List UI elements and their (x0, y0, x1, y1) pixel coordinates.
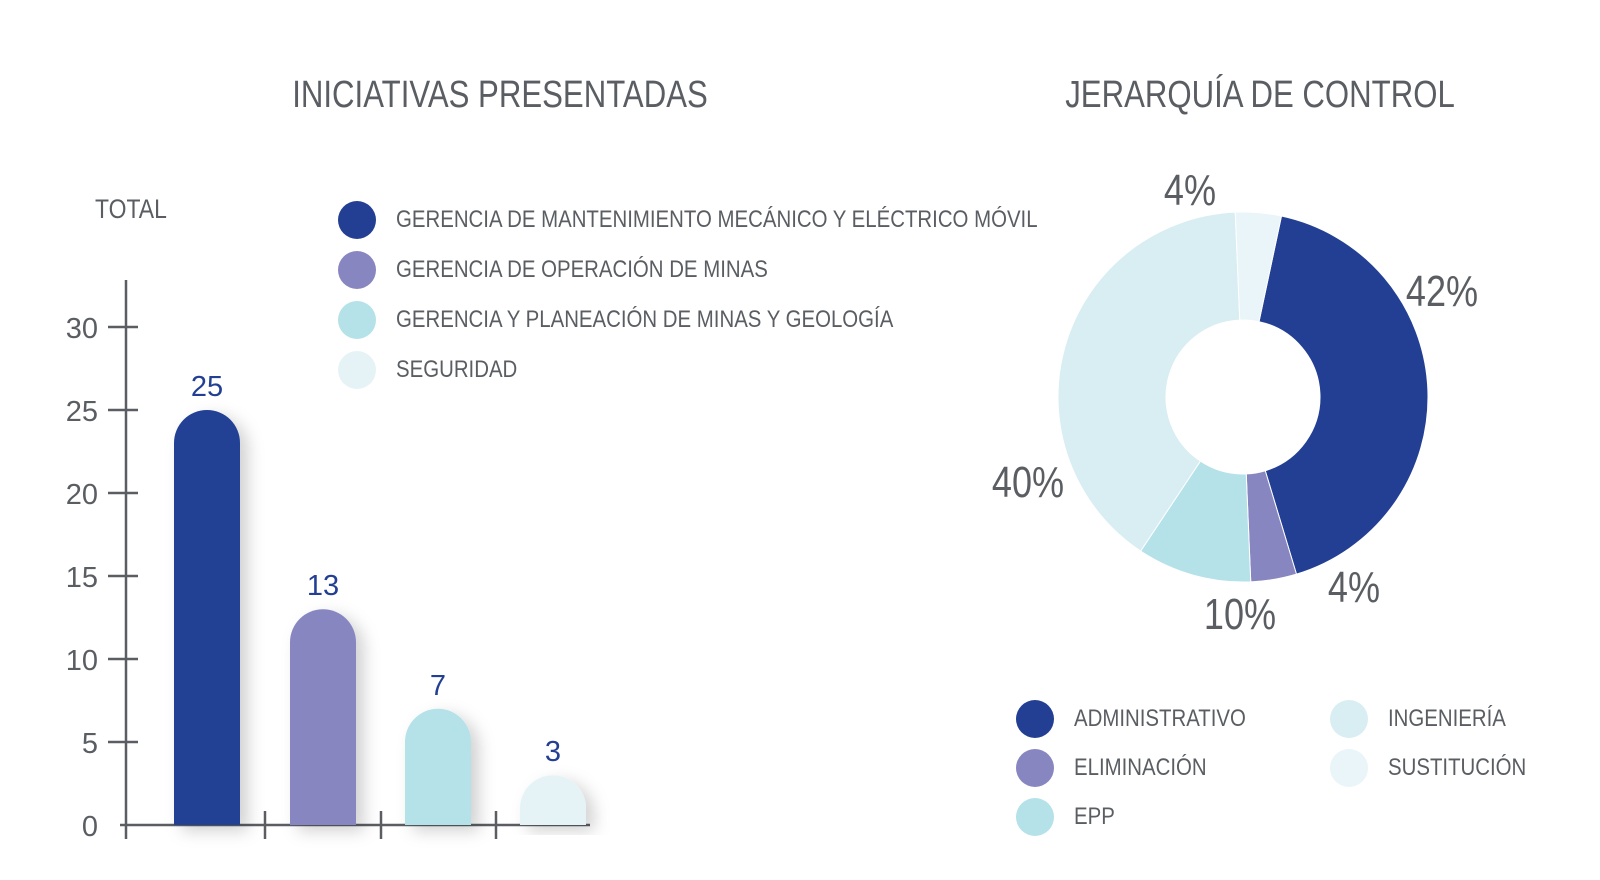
legend-swatch (1330, 748, 1368, 787)
bar (520, 775, 586, 825)
slice-percent-label: 40% (992, 458, 1064, 507)
legend-item: SUSTITUCIÓN (1330, 743, 1551, 792)
legend-label: GERENCIA DE OPERACIÓN DE MINAS (396, 256, 768, 283)
y-tick-label: 15 (66, 562, 98, 594)
legend-swatch (1016, 748, 1054, 787)
donut-slice (1234, 211, 1283, 323)
bar-value-label: 7 (430, 670, 446, 702)
legend-swatch (1330, 699, 1368, 738)
legend-swatch (338, 301, 376, 339)
legend-swatch (338, 201, 376, 239)
pie-legend-right: INGENIERÍA SUSTITUCIÓN (1330, 694, 1551, 792)
y-tick-label: 0 (82, 811, 98, 843)
legend-item: ELIMINACIÓN (1016, 743, 1276, 792)
slice-percent-label: 10% (1204, 590, 1276, 639)
bar-chart-title: INICIATIVAS PRESENTADAS (292, 74, 708, 116)
legend-label: GERENCIA DE MANTENIMIENTO MECÁNICO Y ELÉ… (396, 206, 1038, 233)
bar-value-label: 25 (191, 371, 223, 403)
bar-value-label: 3 (545, 736, 561, 768)
slice-percent-label: 4% (1328, 563, 1380, 612)
legend-swatch (338, 251, 376, 289)
legend-label: GERENCIA Y PLANEACIÓN DE MINAS Y GEOLOGÍ… (396, 306, 894, 333)
donut-slice (1258, 215, 1429, 575)
y-tick-label: 25 (66, 396, 98, 428)
pie-chart-title: JERARQUÍA DE CONTROL (1065, 74, 1455, 116)
legend-item: INGENIERÍA (1330, 694, 1551, 743)
legend-swatch (338, 351, 376, 389)
bar-chart: 0 5 10 15 20 25 30 25 13 7 3 (66, 280, 590, 843)
bar-axes: 0 5 10 15 20 25 30 (66, 280, 590, 843)
bar (174, 410, 240, 825)
legend-item: EPP (1016, 792, 1276, 841)
slice-percent-label: 42% (1406, 267, 1478, 316)
slice-percent-label: 4% (1164, 166, 1216, 215)
y-tick-label: 30 (66, 313, 98, 345)
legend-label: EPP (1074, 802, 1115, 830)
legend-label: ELIMINACIÓN (1074, 753, 1207, 781)
legend-label: ADMINISTRATIVO (1074, 704, 1246, 732)
y-axis-label: TOTAL (95, 194, 167, 224)
legend-item: GERENCIA DE MANTENIMIENTO MECÁNICO Y ELÉ… (338, 195, 1151, 245)
legend-label: SEGURIDAD (396, 356, 518, 383)
bar (405, 708, 471, 825)
y-tick-label: 5 (82, 728, 98, 760)
y-tick-label: 20 (66, 479, 98, 511)
bar (290, 609, 356, 825)
bar-legend: GERENCIA DE MANTENIMIENTO MECÁNICO Y ELÉ… (338, 195, 1151, 395)
y-tick-label: 10 (66, 645, 98, 677)
legend-label: SUSTITUCIÓN (1388, 753, 1527, 781)
legend-label: INGENIERÍA (1388, 704, 1506, 732)
bar-value-label: 13 (307, 570, 339, 602)
donut-slice (1139, 460, 1252, 583)
legend-swatch (1016, 797, 1054, 836)
legend-item: ADMINISTRATIVO (1016, 694, 1276, 743)
bar-marks: 25 13 7 3 (174, 371, 586, 825)
legend-item: GERENCIA DE OPERACIÓN DE MINAS (338, 245, 1151, 295)
legend-item: SEGURIDAD (338, 345, 1151, 395)
donut-slice (1245, 470, 1298, 583)
legend-item: GERENCIA Y PLANEACIÓN DE MINAS Y GEOLOGÍ… (338, 295, 1151, 345)
legend-swatch (1016, 699, 1054, 738)
pie-legend-left: ADMINISTRATIVO ELIMINACIÓN EPP (1016, 694, 1276, 841)
